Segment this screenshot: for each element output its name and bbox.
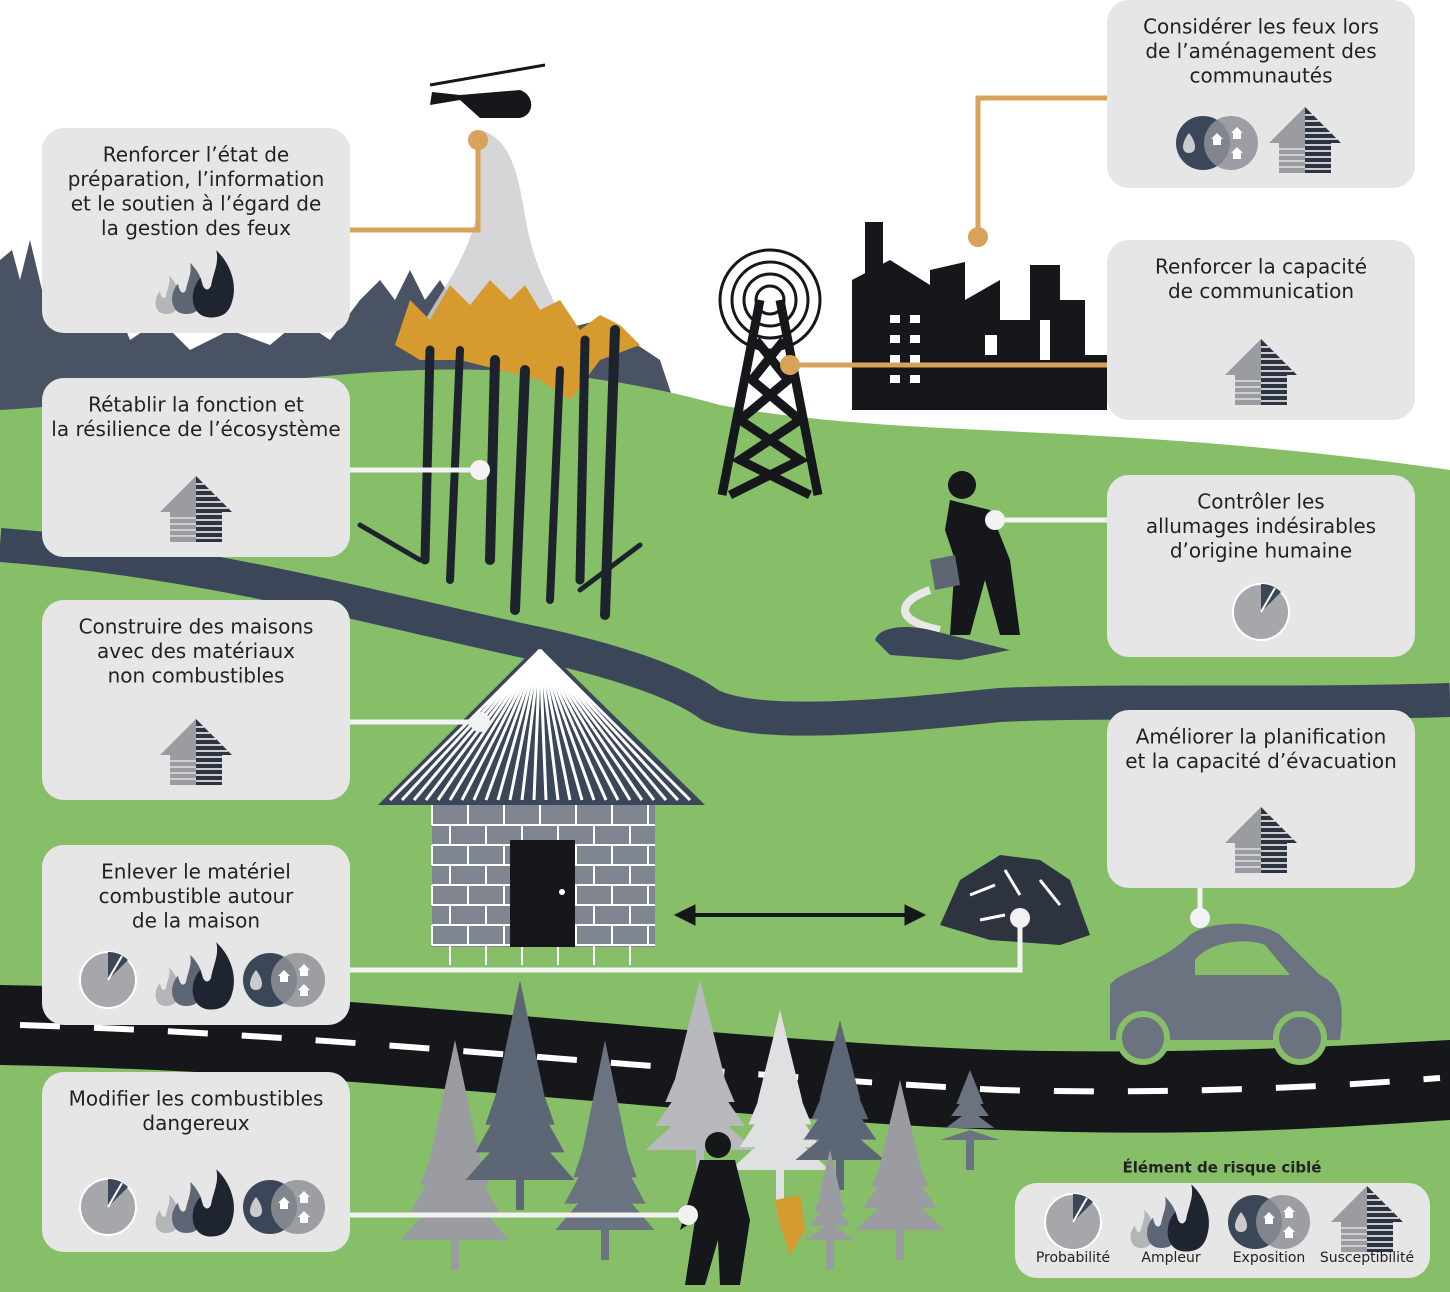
icon-exposure-right: [271, 953, 325, 1007]
box-text: et le soutien à l’égard de: [71, 192, 322, 216]
trunk: [896, 1230, 904, 1260]
trunk: [776, 1170, 784, 1200]
connector-dot: [678, 1205, 698, 1225]
box-text: de communication: [1168, 279, 1354, 303]
box-text: Contrôler les: [1197, 490, 1324, 514]
action-box: Considérer les feux lorsde l’aménagement…: [1107, 0, 1415, 188]
box-text: et la capacité d’évacuation: [1125, 749, 1397, 773]
trunk: [451, 1240, 459, 1270]
box-text: de l’aménagement des: [1145, 39, 1376, 63]
legend-label: Probabilité: [1036, 1250, 1110, 1266]
box-text: communautés: [1189, 64, 1332, 88]
connector-dot: [968, 227, 988, 247]
box-text: Enlever le matériel: [101, 860, 291, 884]
infographic: Renforcer l’état depréparation, l’inform…: [0, 0, 1450, 1292]
box-text: Renforcer la capacité: [1155, 255, 1367, 279]
trunk: [601, 1230, 609, 1260]
connector-dot: [985, 510, 1005, 530]
box-text: Construire des maisons: [79, 615, 314, 639]
icon-exposure-right: [1256, 1195, 1310, 1249]
box-text: la gestion des feux: [101, 216, 291, 240]
icon-exposure-right: [271, 1180, 325, 1234]
action-box: Renforcer la capacitéde communication: [1107, 240, 1415, 420]
box-text: Modifier les combustibles: [69, 1087, 324, 1111]
connector-dot: [468, 130, 488, 150]
box-text: d’origine humaine: [1170, 539, 1352, 563]
box-text: combustible autour: [99, 884, 295, 908]
box-text: dangereux: [142, 1111, 249, 1135]
legend-title: Élément de risque ciblé: [1123, 1158, 1322, 1177]
trunk: [516, 1180, 524, 1210]
action-box: Rétablir la fonction etla résilience de …: [42, 378, 350, 557]
connector-dot: [470, 460, 490, 480]
box-text: avec des matériaux: [97, 639, 295, 663]
legend-label: Susceptibilité: [1320, 1250, 1414, 1266]
box-text: préparation, l’information: [68, 167, 325, 191]
legend-label: Ampleur: [1141, 1250, 1200, 1266]
box-text: de la maison: [132, 909, 260, 933]
trunk: [966, 1140, 974, 1170]
connector-dot: [780, 355, 800, 375]
box-text: la résilience de l’écosystème: [51, 417, 340, 441]
connector-dot: [1010, 908, 1030, 928]
icon-exposure-right: [1204, 116, 1258, 170]
box-text: non combustibles: [108, 664, 285, 688]
box-text: allumages indésirables: [1146, 514, 1376, 538]
box-text: Rétablir la fonction et: [88, 393, 304, 417]
box-text: Améliorer la planification: [1136, 725, 1387, 749]
trunk: [826, 1240, 834, 1270]
box-text: Considérer les feux lors: [1143, 15, 1379, 39]
connector-dot: [470, 712, 490, 732]
box-text: Renforcer l’état de: [103, 143, 289, 167]
connector-dot: [1190, 908, 1210, 928]
legend-label: Exposition: [1233, 1250, 1306, 1266]
